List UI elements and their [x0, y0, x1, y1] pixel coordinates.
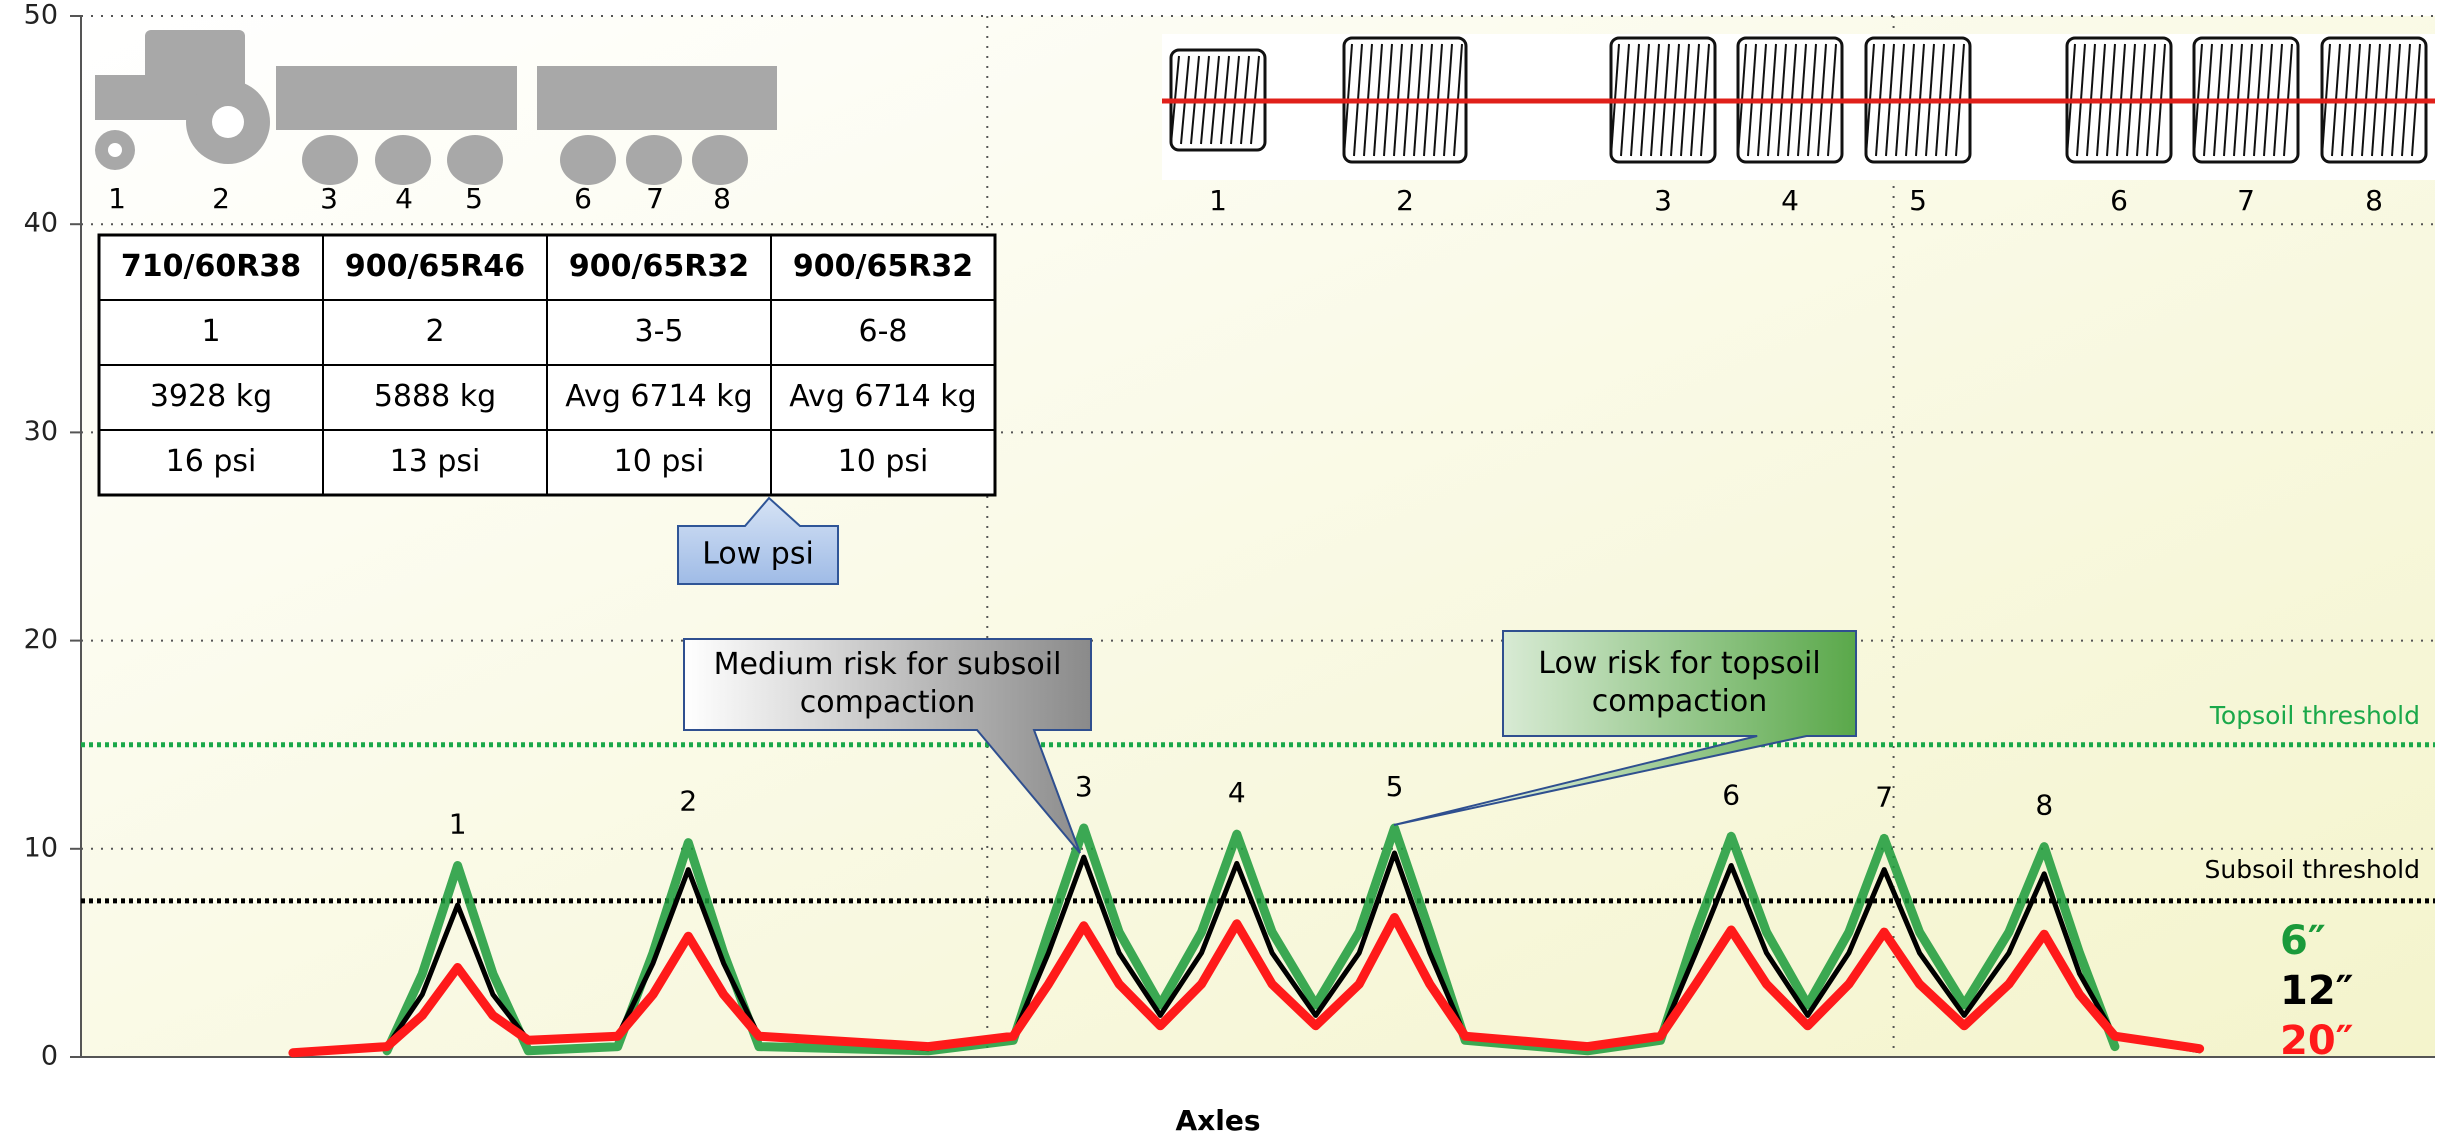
tire-label: 3 — [1654, 184, 1672, 217]
table-header: 900/65R32 — [569, 249, 749, 284]
callout-text: compaction — [1592, 684, 1767, 719]
axle-label: 6 — [574, 182, 592, 215]
table-header: 900/65R32 — [793, 249, 973, 284]
peak-label: 2 — [679, 785, 697, 818]
tractor-hub — [108, 143, 122, 157]
tire-label: 6 — [2110, 184, 2128, 217]
table-cell: 10 psi — [838, 444, 929, 479]
y-tick-label: 40 — [24, 208, 58, 239]
y-tick-label: 0 — [41, 1041, 58, 1072]
table-cell: 2 — [425, 314, 444, 349]
axle-label: 4 — [395, 182, 413, 215]
tire-label: 8 — [2365, 184, 2383, 217]
table-cell: 1 — [201, 314, 220, 349]
trailer-wheel — [560, 135, 616, 185]
peak-label: 1 — [449, 807, 467, 840]
trailer-wheel — [447, 135, 503, 185]
peak-label: 8 — [2035, 789, 2053, 822]
axle-label: 7 — [646, 182, 664, 215]
table-cell: 3-5 — [635, 314, 684, 349]
tire-label: 5 — [1909, 184, 1927, 217]
trailer-wheel — [302, 135, 358, 185]
peak-label: 7 — [1875, 780, 1893, 813]
series-line — [290, 850, 2203, 1056]
tire-label: 4 — [1781, 184, 1799, 217]
callout-text: Medium risk for subsoil — [714, 647, 1062, 682]
peak-label: 5 — [1386, 770, 1404, 803]
callout — [1393, 630, 1857, 826]
tire-label: 7 — [2237, 184, 2255, 217]
callout-text: compaction — [800, 685, 975, 720]
table-cell: 3928 kg — [150, 379, 272, 414]
table-cell: 13 psi — [390, 444, 481, 479]
threshold-label: Topsoil threshold — [2209, 701, 2420, 730]
series-line — [288, 913, 2205, 1058]
table-cell: 16 psi — [166, 444, 257, 479]
legend-entry: 12″ — [2280, 968, 2354, 1014]
trailer-wheel — [692, 135, 748, 185]
tire-label: 2 — [1396, 184, 1414, 217]
axle-label: 8 — [713, 182, 731, 215]
table-cell: 6-8 — [859, 314, 908, 349]
trailer — [276, 66, 517, 130]
y-tick-label: 50 — [24, 0, 58, 31]
axle-label: 3 — [320, 182, 338, 215]
table-cell: Avg 6714 kg — [789, 379, 976, 414]
axle-label: 1 — [108, 182, 126, 215]
axle-label: 2 — [212, 182, 230, 215]
legend-entry: 6″ — [2280, 918, 2326, 964]
trailer-wheel — [375, 135, 431, 185]
peak-label: 6 — [1722, 778, 1740, 811]
tractor-hub — [212, 106, 244, 138]
trailer-wheel — [626, 135, 682, 185]
tractor-hood — [95, 75, 175, 120]
series-line — [382, 823, 2120, 1056]
table-header: 710/60R38 — [121, 249, 301, 284]
table-cell: 5888 kg — [374, 379, 496, 414]
callout-text: Low psi — [702, 537, 814, 572]
peak-label: 4 — [1228, 776, 1246, 809]
callout — [677, 496, 839, 585]
y-tick-label: 30 — [24, 416, 58, 447]
table-header: 900/65R46 — [345, 249, 525, 284]
tire-label: 1 — [1209, 184, 1227, 217]
x-axis-label: Axles — [1176, 1104, 1261, 1135]
table-cell: Avg 6714 kg — [565, 379, 752, 414]
callout — [683, 638, 1092, 854]
threshold-label: Subsoil threshold — [2205, 855, 2420, 884]
callout-text: Low risk for topsoil — [1538, 646, 1820, 681]
table-cell: 10 psi — [614, 444, 705, 479]
y-tick-label: 10 — [24, 832, 58, 863]
legend-entry: 20″ — [2280, 1018, 2354, 1064]
peak-label: 3 — [1075, 770, 1093, 803]
y-tick-label: 20 — [24, 624, 58, 655]
trailer — [537, 66, 777, 130]
axle-label: 5 — [465, 182, 483, 215]
